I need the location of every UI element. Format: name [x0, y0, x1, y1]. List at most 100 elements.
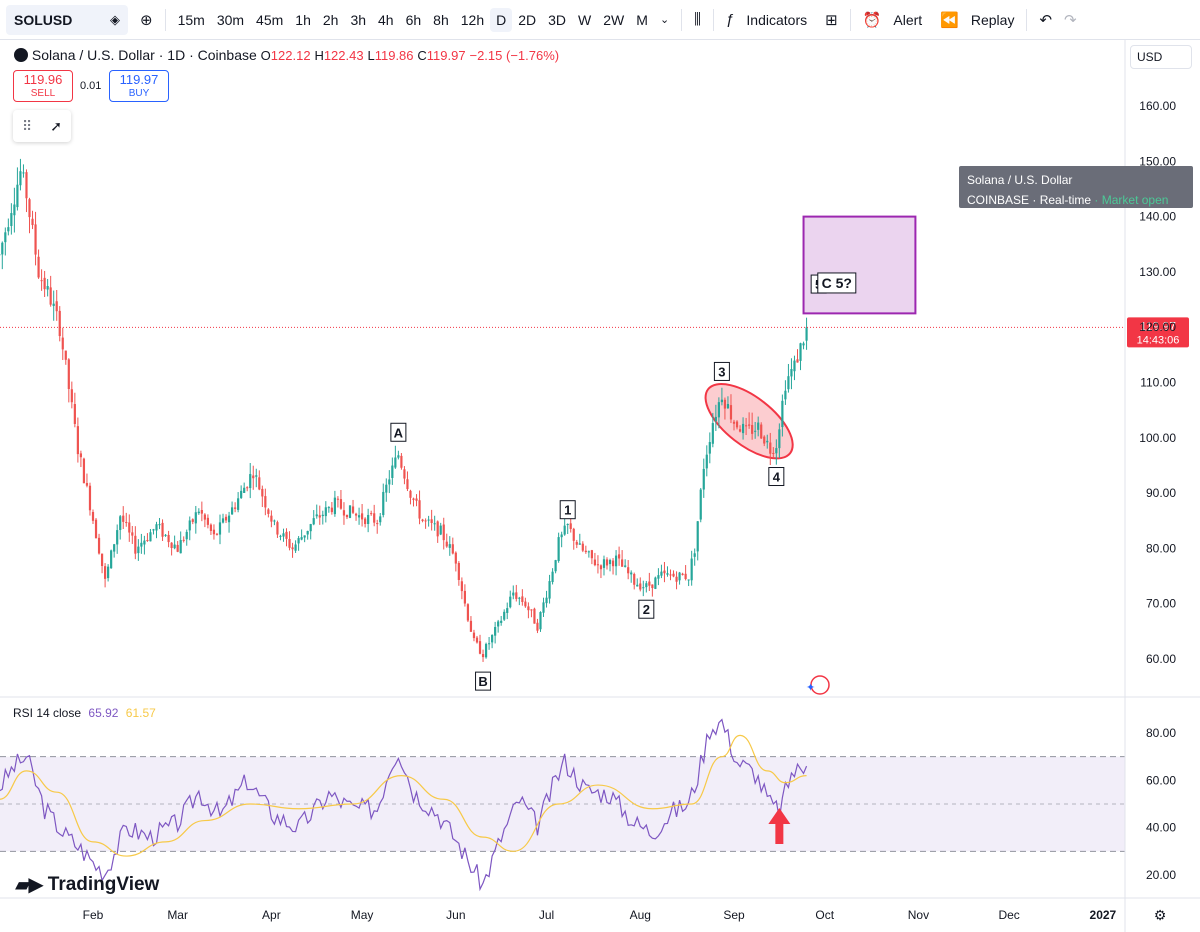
interval-30m[interactable]: 30m: [216, 11, 245, 28]
sell-button[interactable]: 119.96 SELL: [13, 70, 73, 102]
candle-body: [360, 513, 364, 520]
candle-body: [717, 402, 720, 418]
candle-body: [291, 547, 294, 550]
candle-body: [4, 232, 7, 243]
candle-body: [696, 521, 699, 552]
currency-selector[interactable]: USD: [1130, 45, 1192, 69]
candle-body: [787, 376, 790, 390]
replay-icon[interactable]: ⏪: [940, 11, 959, 29]
candle-body: [143, 540, 146, 545]
interval-6h[interactable]: 6h: [405, 11, 422, 28]
candle-body: [10, 213, 13, 227]
interval-2h[interactable]: 2h: [322, 11, 339, 28]
target-zone-box: [802, 215, 917, 315]
layout-grid-icon[interactable]: ⊞: [825, 11, 838, 29]
current-price-label-box: [1127, 317, 1189, 348]
candle-body: [784, 390, 787, 400]
candle-body: [218, 522, 222, 535]
add-symbol-icon[interactable]: ⊕: [140, 11, 153, 29]
candle-body: [790, 369, 793, 377]
candle-body: [191, 519, 194, 522]
alarm-clock-icon[interactable]: ⏰: [862, 11, 882, 29]
interval-8h[interactable]: 8h: [433, 11, 449, 28]
candle-body: [100, 553, 104, 567]
wave-label-box: [817, 272, 857, 294]
candle-body: [270, 515, 273, 522]
interval-45m[interactable]: 45m: [256, 11, 284, 28]
interval-15m[interactable]: 15m: [177, 11, 205, 28]
candle-body: [285, 531, 288, 539]
candle-body: [418, 500, 421, 519]
candle-body: [678, 572, 681, 581]
price-tick-label: 110.00: [1140, 376, 1176, 390]
candle-body: [167, 534, 170, 543]
wave-label-a: A: [394, 425, 404, 440]
indicators-button[interactable]: Indicators: [746, 11, 808, 28]
interval-w[interactable]: W: [578, 11, 592, 28]
interval-4h[interactable]: 4h: [378, 11, 394, 28]
candle-body: [88, 485, 92, 511]
candle-body: [339, 499, 343, 509]
candle-body: [630, 572, 633, 575]
candle-body: [475, 637, 479, 643]
price-tick-label: 160.00: [1139, 99, 1176, 113]
candle-body: [273, 520, 276, 522]
candle-body: [599, 565, 603, 570]
favorite-diamond-icon[interactable]: ◈: [110, 11, 120, 27]
candle-body: [164, 534, 167, 536]
candle-body: [406, 479, 409, 490]
candle-body: [128, 522, 131, 533]
candle-body: [19, 171, 22, 186]
undo-icon[interactable]: ↶: [1039, 11, 1053, 29]
candle-body: [481, 653, 485, 658]
interval-2w[interactable]: 2W: [603, 11, 625, 28]
candle-body: [587, 551, 590, 553]
replay-button[interactable]: Replay: [970, 11, 1015, 28]
candle-body: [530, 609, 533, 611]
candle-body: [158, 524, 161, 526]
candle-body: [73, 404, 76, 424]
buy-button[interactable]: 119.97 BUY: [109, 70, 169, 102]
candle-body: [548, 581, 551, 599]
candle-body: [751, 425, 754, 434]
toolbar-divider: [849, 8, 851, 31]
interval-1h[interactable]: 1h: [295, 11, 311, 28]
candle-body: [391, 465, 394, 478]
symbol-search[interactable]: SOLUSD ◈: [6, 4, 128, 35]
interval-3h[interactable]: 3h: [350, 11, 367, 28]
candle-body: [34, 224, 37, 255]
rsi-tick-label: 20.00: [1146, 868, 1176, 882]
interval-12h[interactable]: 12h: [460, 11, 485, 28]
wave-label-c5: C 5?: [822, 275, 852, 291]
candle-body: [590, 550, 593, 559]
chevron-down-icon[interactable]: ⌄: [659, 14, 670, 26]
candle-body: [61, 337, 64, 350]
candle-body: [454, 552, 457, 564]
candle-body: [545, 597, 548, 604]
open-value: 122.12: [270, 48, 311, 63]
interval-m[interactable]: M: [636, 11, 648, 28]
candle-body: [448, 544, 451, 548]
alert-button[interactable]: Alert: [893, 11, 923, 28]
candle-body: [763, 436, 766, 444]
tooltip-exchange: COINBASE: [967, 193, 1030, 207]
candle-body: [805, 327, 808, 341]
time-tick-label: Aug: [630, 908, 651, 922]
indicators-icon[interactable]: ƒ: [726, 11, 735, 28]
cursor-toolbar[interactable]: ⠿ ➚: [13, 110, 71, 142]
candle-body: [684, 573, 687, 580]
cursor-arrow-icon[interactable]: ➚: [50, 117, 62, 134]
candle-body: [94, 519, 98, 539]
rsi-ma-line: [0, 734, 807, 857]
interval-3d[interactable]: 3D: [548, 11, 567, 28]
axes-group: 60.0070.0080.0090.00100.00110.00120.0013…: [0, 40, 1200, 932]
redo-icon[interactable]: ↷: [1064, 11, 1077, 29]
interval-2d[interactable]: 2D: [518, 11, 537, 28]
interval-d[interactable]: D: [490, 7, 513, 32]
close-value: 119.97: [426, 48, 466, 63]
candle-body: [708, 442, 711, 454]
legend-title: Solana / U.S. Dollar · 1D · Coinbase: [31, 47, 257, 63]
drag-handle-icon[interactable]: ⠿: [22, 117, 33, 134]
candle-style-icon[interactable]: ⫼: [694, 11, 702, 28]
